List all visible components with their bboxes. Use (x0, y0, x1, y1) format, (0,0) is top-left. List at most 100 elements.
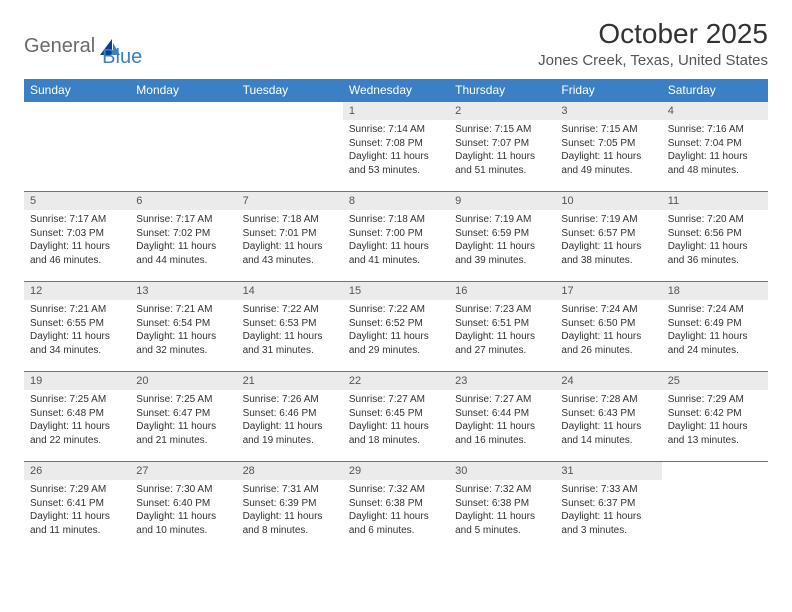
calendar-cell: 17Sunrise: 7:24 AMSunset: 6:50 PMDayligh… (555, 282, 661, 372)
day-details: Sunrise: 7:22 AMSunset: 6:52 PMDaylight:… (343, 300, 449, 361)
calendar-cell: 22Sunrise: 7:27 AMSunset: 6:45 PMDayligh… (343, 372, 449, 462)
day-details: Sunrise: 7:16 AMSunset: 7:04 PMDaylight:… (662, 120, 768, 181)
daylight-text: Daylight: 11 hours and 11 minutes. (30, 510, 124, 537)
calendar-page: General Blue October 2025 Jones Creek, T… (0, 0, 792, 552)
day-number: 29 (343, 462, 449, 480)
sunrise-text: Sunrise: 7:22 AM (349, 303, 443, 317)
day-number: 4 (662, 102, 768, 120)
sunrise-text: Sunrise: 7:27 AM (455, 393, 549, 407)
day-details: Sunrise: 7:18 AMSunset: 7:00 PMDaylight:… (343, 210, 449, 271)
sunrise-text: Sunrise: 7:25 AM (136, 393, 230, 407)
sunrise-text: Sunrise: 7:24 AM (668, 303, 762, 317)
day-details: Sunrise: 7:20 AMSunset: 6:56 PMDaylight:… (662, 210, 768, 271)
dayname-row: Sunday Monday Tuesday Wednesday Thursday… (24, 79, 768, 102)
calendar-cell: 10Sunrise: 7:19 AMSunset: 6:57 PMDayligh… (555, 192, 661, 282)
day-details: Sunrise: 7:17 AMSunset: 7:03 PMDaylight:… (24, 210, 130, 271)
calendar-cell: 19Sunrise: 7:25 AMSunset: 6:48 PMDayligh… (24, 372, 130, 462)
day-number: 8 (343, 192, 449, 210)
sunset-text: Sunset: 6:39 PM (243, 497, 337, 511)
daylight-text: Daylight: 11 hours and 16 minutes. (455, 420, 549, 447)
sunset-text: Sunset: 6:57 PM (561, 227, 655, 241)
day-number: 14 (237, 282, 343, 300)
dayname-friday: Friday (555, 79, 661, 102)
daylight-text: Daylight: 11 hours and 21 minutes. (136, 420, 230, 447)
day-details: Sunrise: 7:24 AMSunset: 6:50 PMDaylight:… (555, 300, 661, 361)
day-number: 28 (237, 462, 343, 480)
daylight-text: Daylight: 11 hours and 48 minutes. (668, 150, 762, 177)
day-number: 26 (24, 462, 130, 480)
day-details: Sunrise: 7:28 AMSunset: 6:43 PMDaylight:… (555, 390, 661, 451)
calendar-cell: 23Sunrise: 7:27 AMSunset: 6:44 PMDayligh… (449, 372, 555, 462)
sunset-text: Sunset: 6:49 PM (668, 317, 762, 331)
sunset-text: Sunset: 6:37 PM (561, 497, 655, 511)
calendar-week: 26Sunrise: 7:29 AMSunset: 6:41 PMDayligh… (24, 462, 768, 552)
day-number: 5 (24, 192, 130, 210)
day-number: 15 (343, 282, 449, 300)
day-number: 22 (343, 372, 449, 390)
day-number: 1 (343, 102, 449, 120)
daylight-text: Daylight: 11 hours and 31 minutes. (243, 330, 337, 357)
sunset-text: Sunset: 6:56 PM (668, 227, 762, 241)
calendar-cell: 4Sunrise: 7:16 AMSunset: 7:04 PMDaylight… (662, 102, 768, 192)
sunset-text: Sunset: 6:40 PM (136, 497, 230, 511)
day-details: Sunrise: 7:15 AMSunset: 7:05 PMDaylight:… (555, 120, 661, 181)
calendar-cell: 28 Sunrise: 7:31 AMSunset: 6:39 PMDayligh… (237, 462, 343, 552)
sunset-text: Sunset: 7:02 PM (136, 227, 230, 241)
day-details: Sunrise: 7:21 AMSunset: 6:55 PMDaylight:… (24, 300, 130, 361)
daylight-text: Daylight: 11 hours and 8 minutes. (243, 510, 337, 537)
day-details: Sunrise: 7:26 AMSunset: 6:46 PMDaylight:… (237, 390, 343, 451)
calendar-cell: 31Sunrise: 7:33 AMSunset: 6:37 PMDayligh… (555, 462, 661, 552)
daylight-text: Daylight: 11 hours and 5 minutes. (455, 510, 549, 537)
sunrise-text: Sunrise: 7:14 AM (349, 123, 443, 137)
sunset-text: Sunset: 6:38 PM (455, 497, 549, 511)
sunrise-text: Sunrise: 7:26 AM (243, 393, 337, 407)
sunrise-text: Sunrise: 7:21 AM (136, 303, 230, 317)
sunrise-text: Sunrise: 7:17 AM (30, 213, 124, 227)
sunrise-text: Sunrise: 7:31 AM (243, 483, 337, 497)
month-title: October 2025 (538, 18, 768, 50)
day-number: 10 (555, 192, 661, 210)
day-details: Sunrise: 7:14 AMSunset: 7:08 PMDaylight:… (343, 120, 449, 181)
day-details: Sunrise: 7:15 AMSunset: 7:07 PMDaylight:… (449, 120, 555, 181)
daylight-text: Daylight: 11 hours and 13 minutes. (668, 420, 762, 447)
sunset-text: Sunset: 6:42 PM (668, 407, 762, 421)
calendar-week: 12Sunrise: 7:21 AMSunset: 6:55 PMDayligh… (24, 282, 768, 372)
sunset-text: Sunset: 6:45 PM (349, 407, 443, 421)
day-details: Sunrise: 7:18 AMSunset: 7:01 PMDaylight:… (237, 210, 343, 271)
sunset-text: Sunset: 6:55 PM (30, 317, 124, 331)
calendar-cell: 21Sunrise: 7:26 AMSunset: 6:46 PMDayligh… (237, 372, 343, 462)
dayname-thursday: Thursday (449, 79, 555, 102)
calendar-cell: 14Sunrise: 7:22 AMSunset: 6:53 PMDayligh… (237, 282, 343, 372)
day-number: 21 (237, 372, 343, 390)
calendar-cell: 20Sunrise: 7:25 AMSunset: 6:47 PMDayligh… (130, 372, 236, 462)
daylight-text: Daylight: 11 hours and 41 minutes. (349, 240, 443, 267)
calendar-cell: 11Sunrise: 7:20 AMSunset: 6:56 PMDayligh… (662, 192, 768, 282)
daylight-text: Daylight: 11 hours and 46 minutes. (30, 240, 124, 267)
sunrise-text: Sunrise: 7:20 AM (668, 213, 762, 227)
calendar-week: 1Sunrise: 7:14 AMSunset: 7:08 PMDaylight… (24, 102, 768, 192)
sunset-text: Sunset: 6:54 PM (136, 317, 230, 331)
sunrise-text: Sunrise: 7:27 AM (349, 393, 443, 407)
daylight-text: Daylight: 11 hours and 43 minutes. (243, 240, 337, 267)
calendar-cell: 16Sunrise: 7:23 AMSunset: 6:51 PMDayligh… (449, 282, 555, 372)
daylight-text: Daylight: 11 hours and 27 minutes. (455, 330, 549, 357)
day-details: Sunrise: 7:33 AMSunset: 6:37 PMDaylight:… (555, 480, 661, 541)
calendar-cell: 13Sunrise: 7:21 AMSunset: 6:54 PMDayligh… (130, 282, 236, 372)
daylight-text: Daylight: 11 hours and 36 minutes. (668, 240, 762, 267)
sunset-text: Sunset: 6:50 PM (561, 317, 655, 331)
logo-text-blue: Blue (102, 46, 142, 69)
day-number: 25 (662, 372, 768, 390)
calendar-cell: 12Sunrise: 7:21 AMSunset: 6:55 PMDayligh… (24, 282, 130, 372)
dayname-sunday: Sunday (24, 79, 130, 102)
calendar-cell: 6Sunrise: 7:17 AMSunset: 7:02 PMDaylight… (130, 192, 236, 282)
page-header: General Blue October 2025 Jones Creek, T… (24, 18, 768, 69)
daylight-text: Daylight: 11 hours and 10 minutes. (136, 510, 230, 537)
sunrise-text: Sunrise: 7:24 AM (561, 303, 655, 317)
sunset-text: Sunset: 6:59 PM (455, 227, 549, 241)
calendar-cell (237, 102, 343, 192)
day-number: 18 (662, 282, 768, 300)
day-number: 24 (555, 372, 661, 390)
day-number: 9 (449, 192, 555, 210)
dayname-monday: Monday (130, 79, 236, 102)
daylight-text: Daylight: 11 hours and 3 minutes. (561, 510, 655, 537)
